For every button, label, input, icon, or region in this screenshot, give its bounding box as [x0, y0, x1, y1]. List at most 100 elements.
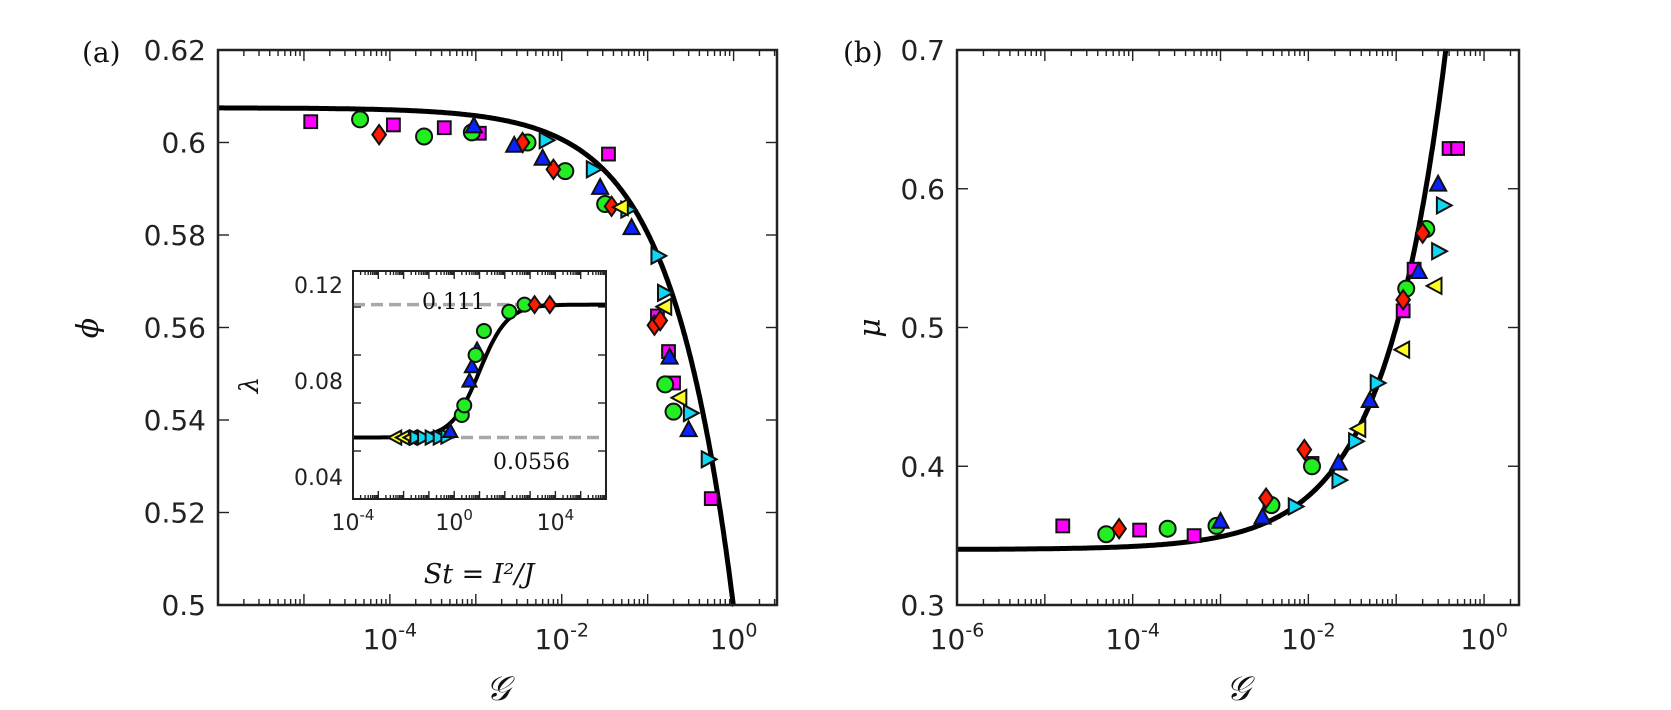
panel-a-y-tick-label: 0.62: [144, 34, 206, 67]
panel-a-red-diamond-marker: [371, 123, 388, 146]
panel-b-fit-curve: [957, 48, 1449, 552]
panel-b-yellow-left-triangle-marker: [1348, 419, 1367, 439]
panel-a-green-circle-marker: [415, 127, 434, 146]
panel-a-green-circle-marker: [656, 375, 675, 394]
inset-cyan-right-triangle-marker: [424, 428, 441, 447]
panel-b-x-tick-labels: 10-6 10-4 10-2 100: [930, 619, 1508, 656]
panel-a: (a) 10-4 10-2 100 0.5 0.52 0.54 0.56 0.58 0.6 0.…: [71, 34, 779, 709]
panel-b-red-diamond-marker: [1111, 517, 1128, 541]
panel-a-cyan-right-triangle-marker: [538, 130, 557, 150]
panel-a-label: (a): [82, 36, 121, 69]
panel-a-x-tick-labels: 10-4 10-2 100: [363, 619, 758, 656]
panel-b-y-axis-label: μ: [853, 318, 888, 338]
inset-background: [353, 271, 606, 499]
panel-b-cyan-right-triangle-marker: [1348, 431, 1366, 451]
panel-b-green-circle-marker: [1097, 525, 1116, 544]
panel-b-points: [1055, 141, 1466, 544]
panel-a-fit-curve: [218, 105, 736, 607]
panel-a-points: [303, 110, 719, 507]
inset-ref-label-low: 0.0556: [493, 450, 570, 475]
inset-blue-up-triangle-marker: [441, 421, 459, 439]
panel-b-x-axis-label: 𝒢: [1226, 669, 1255, 709]
panel-b-cyan-right-triangle-marker: [1369, 373, 1388, 393]
panel-b-cyan-right-triangle-marker: [1287, 496, 1306, 517]
inset-y-tick-label: 0.08: [294, 370, 343, 395]
panel-b-y-tick-label: 0.4: [900, 450, 945, 483]
panel-b-x-tick-label: 10-4: [1105, 619, 1160, 656]
panel-b-cyan-right-triangle-marker: [1435, 195, 1454, 216]
panel-a-blue-up-triangle-marker: [678, 419, 699, 438]
panel-b-red-diamond-marker: [1296, 438, 1313, 461]
panel-b-yellow-left-triangle-marker: [1392, 340, 1411, 360]
panel-a-cyan-right-triangle-marker: [700, 449, 719, 469]
panel-b-y-tick-label: 0.3: [900, 589, 945, 622]
panel-b-cyan-right-triangle-marker: [1331, 470, 1350, 490]
panel-b-red-diamond-marker: [1414, 221, 1431, 245]
panel-b-x-tick-label: 10-2: [1281, 619, 1336, 656]
inset-y-axis-label: λ: [235, 377, 265, 394]
panel-b-magenta-square-marker: [1186, 528, 1202, 544]
panel-a-cyan-right-triangle-marker: [650, 246, 669, 266]
inset-x-tick-labels: 10-4 100 104: [332, 506, 575, 536]
panel-a-y-tick-label: 0.52: [144, 497, 206, 530]
panel-a-x-tick-label: 10-4: [363, 619, 418, 656]
panel-b-cyan-right-triangle-marker: [1431, 241, 1450, 261]
panel-b-magenta-square-marker: [1132, 522, 1148, 538]
inset-x-tick-label: 10-4: [332, 506, 375, 536]
panel-a-magenta-square-marker: [386, 117, 401, 133]
panel-b-x-tick-label: 100: [1460, 619, 1508, 656]
inset-cyan-right-triangle-marker: [417, 428, 434, 447]
inset-x-axis-label: St = I²/J: [424, 559, 537, 590]
panel-b-blue-up-triangle-marker: [1428, 173, 1448, 192]
panel-a-magenta-square-marker: [303, 114, 319, 130]
inset-green-circle-marker: [501, 303, 518, 320]
inset-red-diamond-marker: [527, 294, 542, 315]
panel-b-green-circle-marker: [1158, 519, 1177, 538]
panel-a-magenta-square-marker: [436, 120, 452, 136]
panel-b-blue-up-triangle-marker: [1210, 510, 1231, 529]
inset-x-tick-label: 100: [435, 506, 473, 536]
panel-a-y-tick-label: 0.56: [144, 312, 206, 345]
panel-a-blue-up-triangle-marker: [659, 346, 680, 365]
panel-b-y-tick-label: 0.6: [900, 173, 945, 206]
panel-a-y-tick-label: 0.6: [161, 127, 206, 160]
panel-b-blue-up-triangle-marker: [1252, 506, 1273, 525]
panel-a-red-diamond-marker: [652, 309, 669, 332]
panel-a-y-tick-label: 0.54: [144, 404, 206, 437]
inset-green-circle-marker: [475, 323, 492, 339]
panel-a-yellow-left-triangle-marker: [654, 297, 673, 317]
inset-ref-label-high: 0.111: [422, 290, 485, 315]
inset-y-tick-labels: 0.04 0.08 0.12: [294, 274, 343, 491]
panel-b-blue-up-triangle-marker: [1360, 390, 1380, 409]
inset-x-tick-label: 104: [537, 506, 575, 536]
panel-a-red-diamond-marker: [603, 194, 620, 218]
inset-points: [386, 294, 557, 447]
inset-y-tick-label: 0.04: [294, 466, 343, 491]
panel-b-yellow-left-triangle-marker: [1424, 276, 1443, 296]
inset-green-circle-marker: [467, 347, 484, 363]
panel-a-magenta-square-marker: [601, 146, 616, 162]
panel-a-blue-up-triangle-marker: [532, 147, 553, 166]
panel-a-cyan-right-triangle-marker: [585, 159, 604, 180]
panel-a-magenta-square-marker: [703, 491, 719, 507]
inset-cyan-right-triangle-marker: [409, 428, 426, 447]
inset-blue-up-triangle-marker: [460, 371, 479, 388]
panel-b-blue-up-triangle-marker: [1328, 452, 1349, 471]
panel-a-cyan-right-triangle-marker: [657, 283, 675, 303]
panel-b-red-diamond-marker: [1258, 486, 1275, 510]
panel-a-green-circle-marker: [351, 110, 370, 129]
inset-axes-box: [352, 270, 607, 500]
panel-a-y-tick-label: 0.58: [144, 219, 206, 252]
panel-a-axes-box: [216, 48, 779, 607]
panel-b-y-tick-label: 0.7: [900, 34, 945, 67]
panel-a-y-tick-label: 0.5: [161, 589, 206, 622]
panel-a-y-axis-label: ϕ: [71, 318, 106, 338]
panel-b-blue-up-triangle-marker: [1408, 261, 1429, 279]
inset-blue-up-triangle-marker: [463, 357, 481, 374]
inset-red-diamond-marker: [542, 294, 557, 315]
panel-a-cyan-right-triangle-marker: [682, 403, 701, 423]
panel-b-x-tick-label: 10-6: [930, 619, 985, 656]
panel-b-magenta-square-marker: [1450, 141, 1466, 156]
panel-a-blue-up-triangle-marker: [464, 115, 484, 134]
